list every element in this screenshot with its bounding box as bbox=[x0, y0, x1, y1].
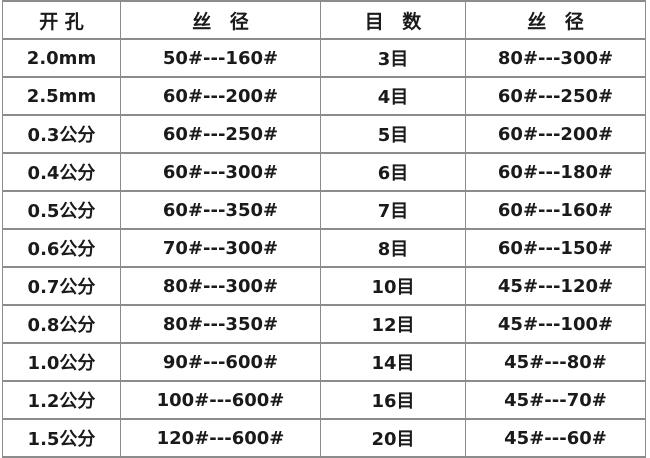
cell-wire_left: 100#---600# bbox=[120, 380, 321, 420]
cell-mesh_count: 8目 bbox=[320, 228, 466, 268]
cell-wire_left: 60#---300# bbox=[120, 152, 321, 192]
table-row: 1.5公分 120#---600# 20目 45#---60# bbox=[2, 418, 646, 458]
cell-open_size: 2.5mm bbox=[2, 76, 121, 116]
cell-mesh_count: 10目 bbox=[320, 266, 466, 306]
cell-open_size: 0.6公分 bbox=[2, 228, 121, 268]
cell-mesh_count: 5目 bbox=[320, 114, 466, 154]
column-header-wire_right: 丝 径 bbox=[465, 0, 646, 40]
table-row: 2.0mm 50#---160# 3目 80#---300# bbox=[2, 38, 646, 78]
cell-open_size: 0.7公分 bbox=[2, 266, 121, 306]
column-header-open_size: 开 孔 bbox=[2, 0, 121, 40]
cell-wire_right: 45#---80# bbox=[465, 342, 646, 382]
table-header: 开 孔丝 径目 数丝 径 bbox=[2, 0, 646, 40]
cell-wire_left: 80#---350# bbox=[120, 304, 321, 344]
cell-wire_right: 60#---160# bbox=[465, 190, 646, 230]
cell-mesh_count: 14目 bbox=[320, 342, 466, 382]
table-row: 0.3公分 60#---250# 5目 60#---200# bbox=[2, 114, 646, 154]
cell-wire_left: 60#---200# bbox=[120, 76, 321, 116]
cell-open_size: 0.4公分 bbox=[2, 152, 121, 192]
cell-wire_left: 70#---300# bbox=[120, 228, 321, 268]
cell-wire_left: 60#---250# bbox=[120, 114, 321, 154]
cell-mesh_count: 12目 bbox=[320, 304, 466, 344]
cell-open_size: 1.0公分 bbox=[2, 342, 121, 382]
cell-open_size: 1.5公分 bbox=[2, 418, 121, 458]
cell-wire_right: 45#---100# bbox=[465, 304, 646, 344]
cell-wire_right: 45#---70# bbox=[465, 380, 646, 420]
cell-mesh_count: 20目 bbox=[320, 418, 466, 458]
cell-wire_right: 60#---250# bbox=[465, 76, 646, 116]
cell-wire_right: 60#---180# bbox=[465, 152, 646, 192]
cell-open_size: 0.8公分 bbox=[2, 304, 121, 344]
cell-wire_right: 60#---200# bbox=[465, 114, 646, 154]
cell-wire_left: 120#---600# bbox=[120, 418, 321, 458]
cell-wire_left: 80#---300# bbox=[120, 266, 321, 306]
cell-mesh_count: 7目 bbox=[320, 190, 466, 230]
cell-open_size: 1.2公分 bbox=[2, 380, 121, 420]
table-row: 0.7公分 80#---300# 10目 45#---120# bbox=[2, 266, 646, 306]
cell-mesh_count: 4目 bbox=[320, 76, 466, 116]
cell-mesh_count: 6目 bbox=[320, 152, 466, 192]
column-header-wire_left: 丝 径 bbox=[120, 0, 321, 40]
table-body: 2.0mm 50#---160# 3目 80#---300# 2.5mm 60#---20… bbox=[2, 38, 646, 458]
table-row: 1.0公分 90#---600# 14目 45#---80# bbox=[2, 342, 646, 382]
cell-wire_right: 80#---300# bbox=[465, 38, 646, 78]
table-row: 0.8公分 80#---350# 12目 45#---100# bbox=[2, 304, 646, 344]
cell-wire_left: 50#---160# bbox=[120, 38, 321, 78]
cell-wire_right: 45#---120# bbox=[465, 266, 646, 306]
cell-mesh_count: 16目 bbox=[320, 380, 466, 420]
table-row: 2.5mm 60#---200# 4目 60#---250# bbox=[2, 76, 646, 116]
table-row: 0.6公分 70#---300# 8目 60#---150# bbox=[2, 228, 646, 268]
column-header-mesh_count: 目 数 bbox=[320, 0, 466, 40]
cell-wire_right: 45#---60# bbox=[465, 418, 646, 458]
cell-mesh_count: 3目 bbox=[320, 38, 466, 78]
table-header-row: 开 孔丝 径目 数丝 径 bbox=[2, 0, 646, 40]
cell-open_size: 2.0mm bbox=[2, 38, 121, 78]
table-row: 0.5公分 60#---350# 7目 60#---160# bbox=[2, 190, 646, 230]
cell-wire_right: 60#---150# bbox=[465, 228, 646, 268]
cell-open_size: 0.5公分 bbox=[2, 190, 121, 230]
cell-wire_left: 60#---350# bbox=[120, 190, 321, 230]
cell-open_size: 0.3公分 bbox=[2, 114, 121, 154]
cell-wire_left: 90#---600# bbox=[120, 342, 321, 382]
table-row: 1.2公分 100#---600# 16目 45#---70# bbox=[2, 380, 646, 420]
table-row: 0.4公分 60#---300# 6目 60#---180# bbox=[2, 152, 646, 192]
